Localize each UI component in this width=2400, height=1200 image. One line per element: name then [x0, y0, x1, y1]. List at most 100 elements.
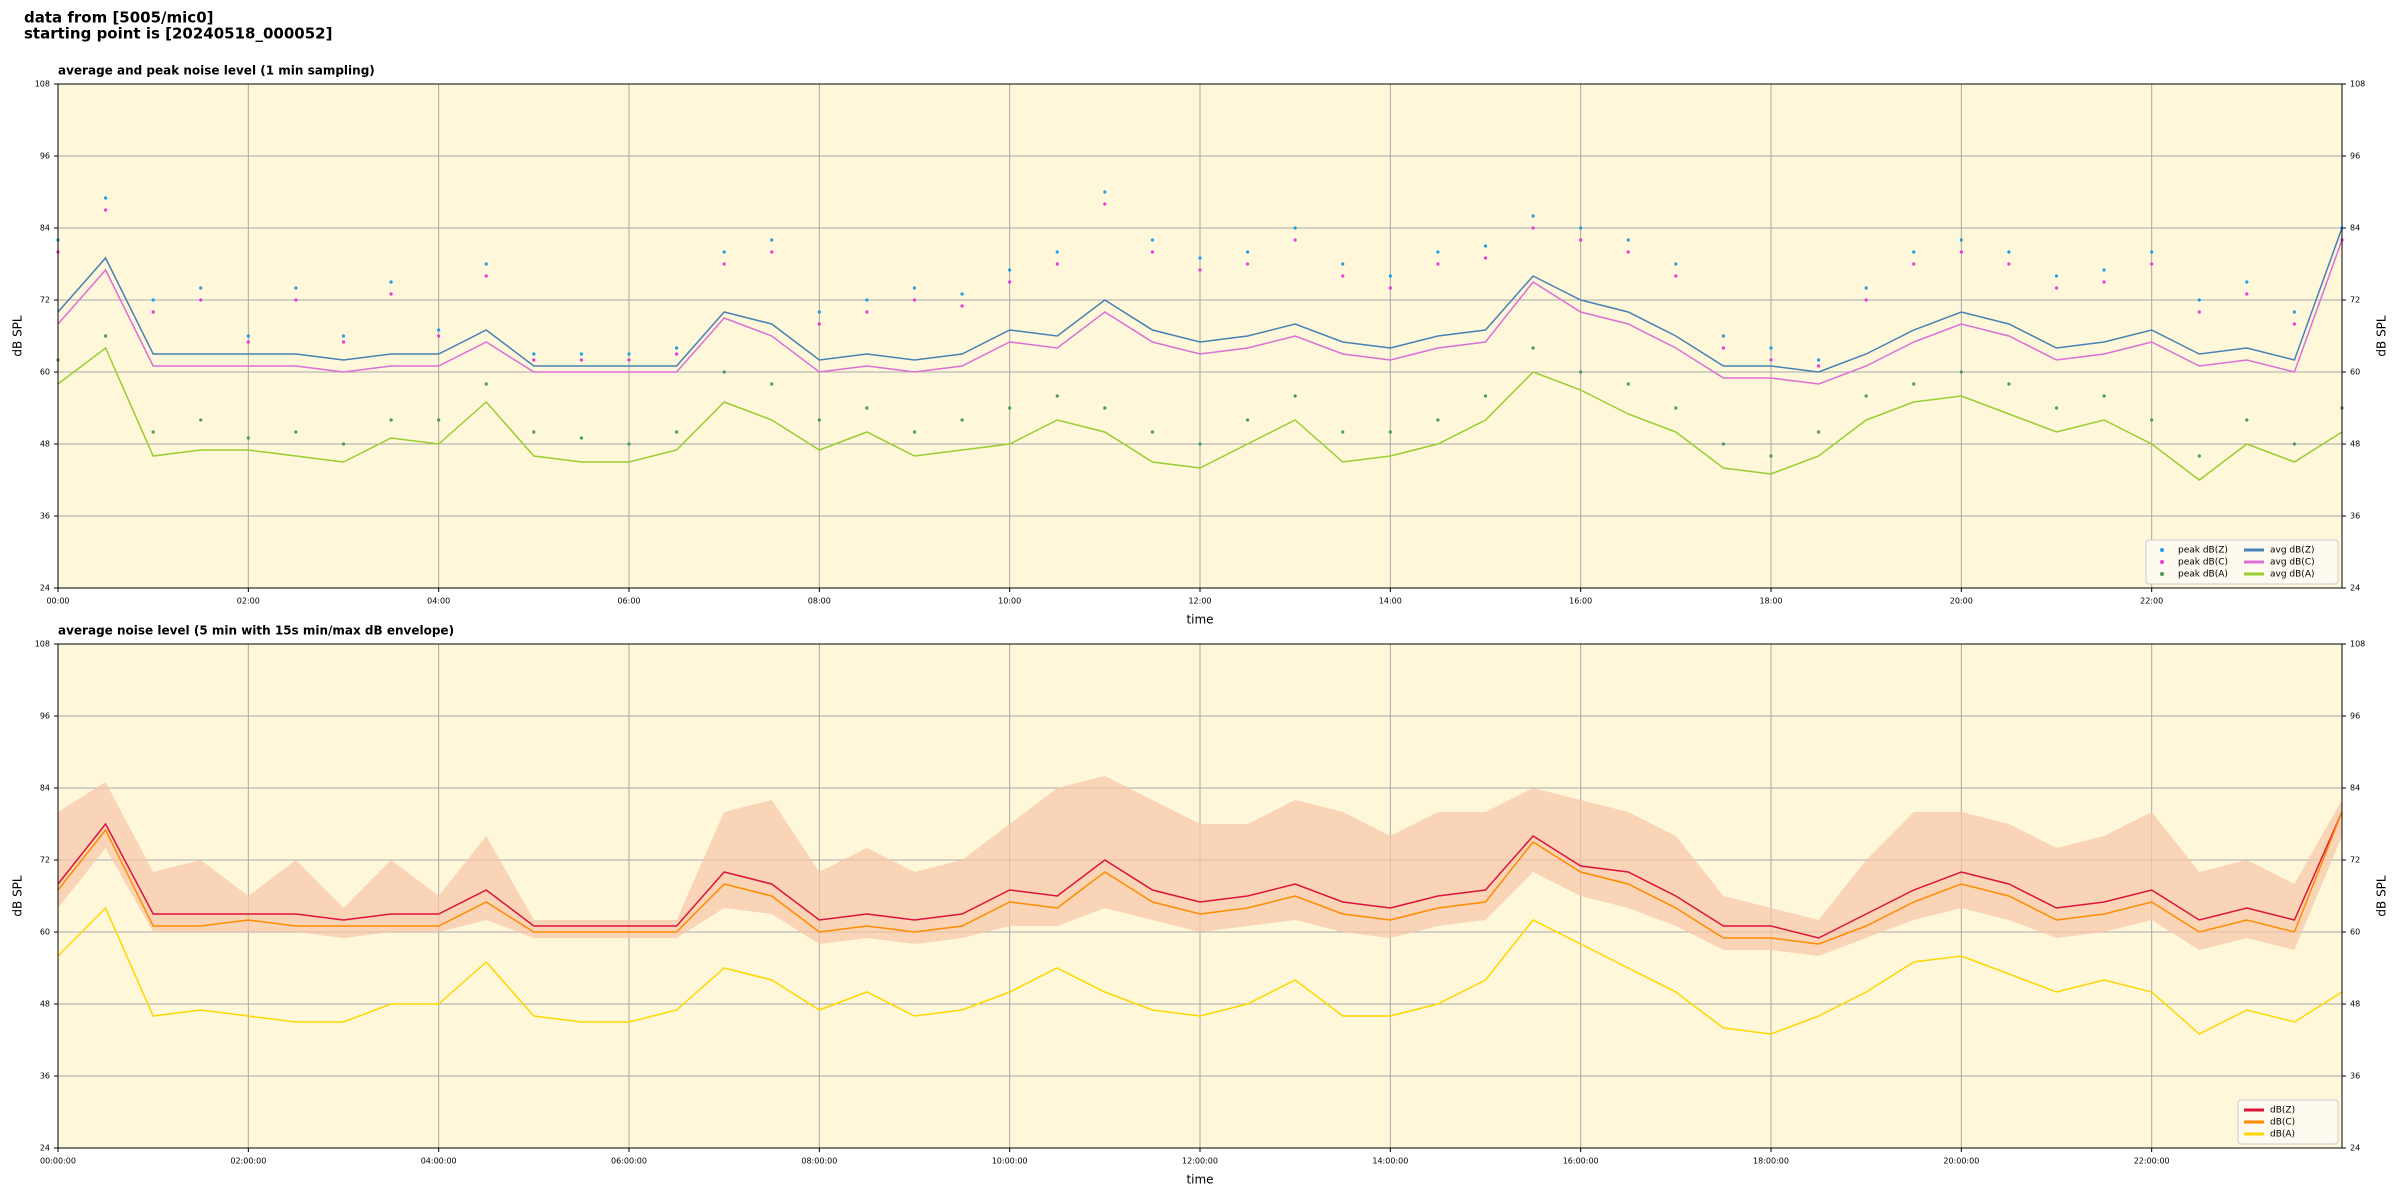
peak-dot: [960, 292, 964, 296]
peak-dot: [532, 430, 536, 434]
y-tick-label: 60: [2350, 368, 2360, 377]
x-tick-label: 20:00: [1950, 597, 1973, 606]
peak-dot: [246, 340, 250, 344]
peak-dot: [1531, 226, 1535, 230]
y-tick-label: 24: [2350, 1144, 2360, 1153]
x-tick-label: 00:00:00: [40, 1157, 76, 1166]
peak-dot: [1008, 280, 1012, 284]
peak-dot: [2292, 442, 2297, 446]
peak-dot: [1055, 394, 1059, 398]
legend-marker: [2160, 572, 2164, 576]
peak-dot: [1864, 286, 1868, 290]
peak-dot: [437, 328, 441, 332]
peak-dot: [579, 358, 584, 362]
peak-dot: [960, 418, 964, 422]
y-tick-label: 108: [35, 80, 50, 89]
peak-dot: [1103, 406, 1107, 410]
legend-box: [2145, 539, 2339, 585]
y-tick-label: 48: [40, 440, 50, 449]
peak-dot: [1341, 274, 1345, 278]
series-line: [57, 811, 2343, 939]
peak-dot: [2197, 310, 2201, 314]
legend-label: peak dB(Z): [2178, 546, 2228, 556]
peak-dot: [1008, 268, 1012, 272]
peak-dot: [294, 298, 298, 302]
peak-dot: [103, 196, 108, 200]
peak-dot: [817, 310, 821, 314]
y-tick-label: 96: [2350, 152, 2360, 161]
peak-dot: [1103, 202, 1107, 206]
peak-dot: [1198, 256, 1202, 260]
x-tick-label: 18:00:00: [1753, 1157, 1789, 1166]
legend-marker: [2160, 548, 2164, 552]
peak-dot: [627, 358, 631, 362]
peak-dot: [1341, 262, 1345, 266]
y-tick-label: 96: [2350, 712, 2360, 721]
legend-label: avg dB(A): [2270, 570, 2314, 580]
peak-dot: [2245, 292, 2249, 296]
peak-dot: [103, 208, 108, 212]
peak-dot: [1388, 430, 1392, 434]
y-tick-label: 84: [40, 784, 50, 793]
peak-dot: [1245, 418, 1250, 422]
peak-dot: [770, 238, 774, 242]
y-axis-label: dB SPL: [11, 875, 25, 917]
peak-dot: [1626, 382, 1630, 386]
peak-dot: [1198, 442, 1202, 446]
y-tick-label: 60: [2350, 928, 2360, 937]
y-tick-label: 60: [40, 368, 50, 377]
y-tick-label: 84: [2350, 224, 2360, 233]
peak-dot: [2245, 280, 2249, 284]
peak-dot: [722, 262, 726, 266]
peak-dot: [817, 418, 821, 422]
x-tick-label: 04:00:00: [421, 1157, 457, 1166]
y-tick-label: 72: [2350, 856, 2360, 865]
x-tick-label: 10:00: [998, 597, 1021, 606]
x-tick-label: 12:00: [1188, 597, 1211, 606]
peak-dot: [674, 430, 679, 434]
y-tick-label: 24: [40, 584, 50, 593]
series-line: [57, 227, 2343, 373]
peak-dot: [2197, 298, 2201, 302]
peak-dot: [865, 310, 869, 314]
peak-dot: [1769, 358, 1773, 362]
series-line: [57, 346, 2343, 481]
peak-dot: [912, 430, 917, 434]
y-axis-label: dB SPL: [11, 315, 25, 357]
x-tick-label: 16:00: [1569, 597, 1592, 606]
y-tick-label: 96: [40, 152, 50, 161]
peak-dot: [437, 418, 441, 422]
peak-dot: [1816, 430, 1821, 434]
peak-dot: [579, 352, 584, 356]
y-tick-label: 72: [2350, 296, 2360, 305]
legend-marker: [2160, 560, 2164, 564]
peak-dot: [2054, 274, 2059, 278]
y-tick-label: 108: [2350, 640, 2365, 649]
peak-dot: [1531, 346, 1535, 350]
peak-dot: [2007, 250, 2011, 254]
peak-dot: [2292, 310, 2297, 314]
peak-dot: [151, 298, 155, 302]
peak-dot: [1055, 250, 1059, 254]
peak-dot: [2007, 262, 2011, 266]
peak-dot: [1721, 442, 1726, 446]
x-tick-label: 04:00: [427, 597, 450, 606]
series-line: [57, 811, 2343, 945]
peak-dot: [722, 370, 726, 374]
peak-dot: [532, 358, 536, 362]
peak-dot: [1912, 382, 1916, 386]
legend-label: avg dB(Z): [2270, 546, 2315, 556]
peak-dot: [1341, 430, 1345, 434]
peak-dot: [1626, 250, 1630, 254]
x-tick-label: 22:00: [2140, 597, 2163, 606]
x-tick-label: 10:00:00: [992, 1157, 1028, 1166]
peak-dot: [2150, 250, 2154, 254]
series-line: [57, 906, 2343, 1035]
legend-label: peak dB(C): [2178, 558, 2228, 568]
header-line: starting point is [20240518_000052]: [24, 25, 332, 43]
x-tick-label: 02:00:00: [230, 1157, 266, 1166]
x-tick-label: 20:00:00: [1943, 1157, 1979, 1166]
peak-dot: [1579, 370, 1583, 374]
peak-dot: [1721, 334, 1726, 338]
peak-dot: [1579, 238, 1583, 242]
